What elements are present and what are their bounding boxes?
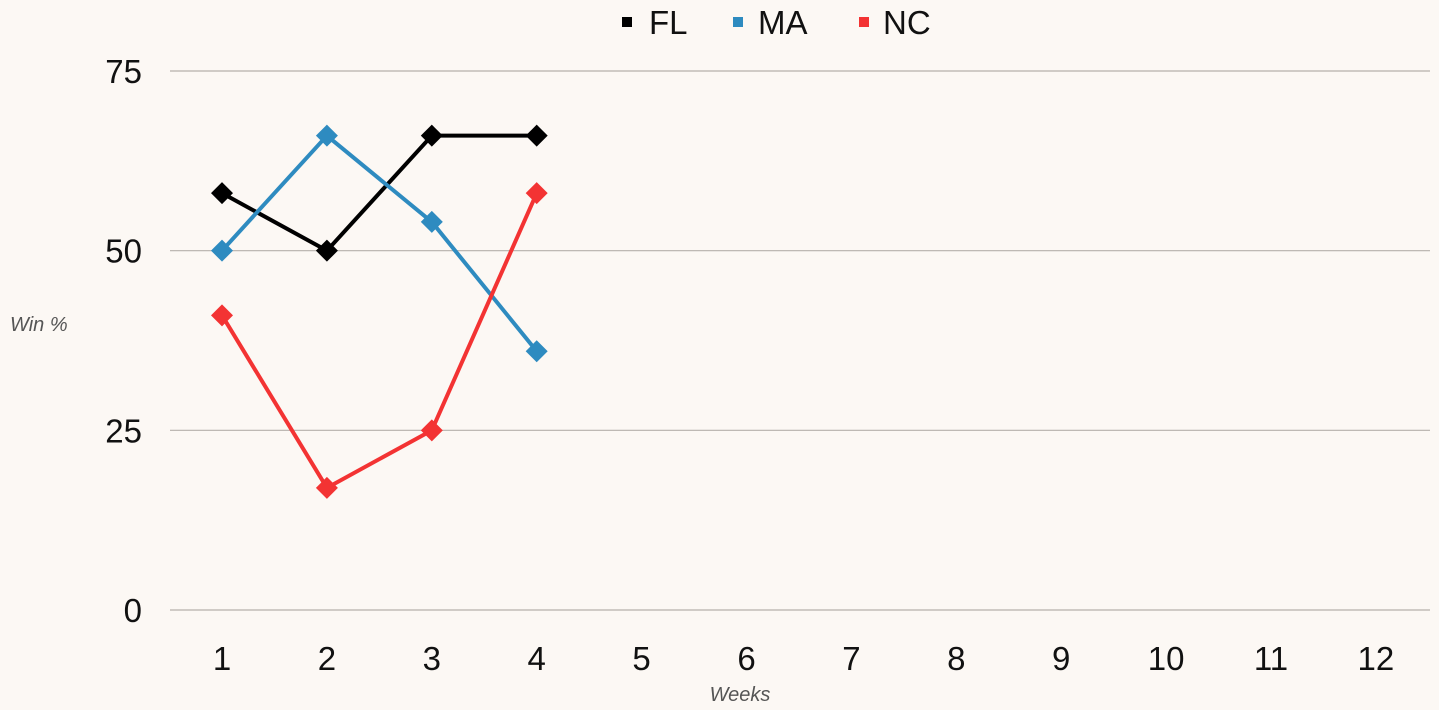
x-axis-title: Weeks [710,684,771,706]
series-nc [211,182,548,499]
legend-swatch-fl [622,17,632,27]
y-gridlines [170,71,1430,610]
series-ma [211,125,548,363]
legend-swatch-nc [859,17,869,27]
x-tick-label: 3 [423,640,441,677]
x-tick-label: 5 [632,640,650,677]
series-line-fl [222,136,537,251]
data-point-nc [526,182,548,204]
data-point-fl [526,125,548,147]
x-tick-label: 4 [528,640,546,677]
data-point-nc [421,419,443,441]
legend: FL MA NC [622,4,931,41]
x-tick-label: 9 [1052,640,1070,677]
legend-label-fl: FL [649,4,688,41]
legend-item-fl: FL [622,4,688,41]
series-layer [211,125,548,499]
x-tick-label: 1 [213,640,231,677]
legend-label-ma: MA [758,4,808,41]
x-tick-label: 2 [318,640,336,677]
y-tick-label: 0 [124,592,142,629]
series-fl [211,125,548,262]
y-tick-label: 25 [105,412,142,449]
legend-item-ma: MA [733,4,808,41]
x-tick-label: 6 [737,640,755,677]
series-line-ma [222,136,537,352]
data-point-nc [211,304,233,326]
y-tick-label: 75 [105,53,142,90]
y-tick-labels: 0 25 50 75 [105,53,142,629]
x-tick-label: 11 [1254,640,1288,677]
x-tick-label: 8 [947,640,965,677]
y-tick-label: 50 [105,233,142,270]
legend-swatch-ma [733,17,743,27]
legend-label-nc: NC [883,4,931,41]
x-tick-label: 12 [1358,640,1395,677]
legend-item-nc: NC [859,4,931,41]
data-point-nc [316,477,338,499]
y-axis-title: Win % [10,314,68,336]
series-line-nc [222,193,537,488]
data-point-fl [211,182,233,204]
x-tick-labels: 1 2 3 4 5 6 7 8 9 10 11 12 [213,640,1394,677]
x-tick-label: 7 [842,640,860,677]
x-tick-label: 10 [1148,640,1185,677]
